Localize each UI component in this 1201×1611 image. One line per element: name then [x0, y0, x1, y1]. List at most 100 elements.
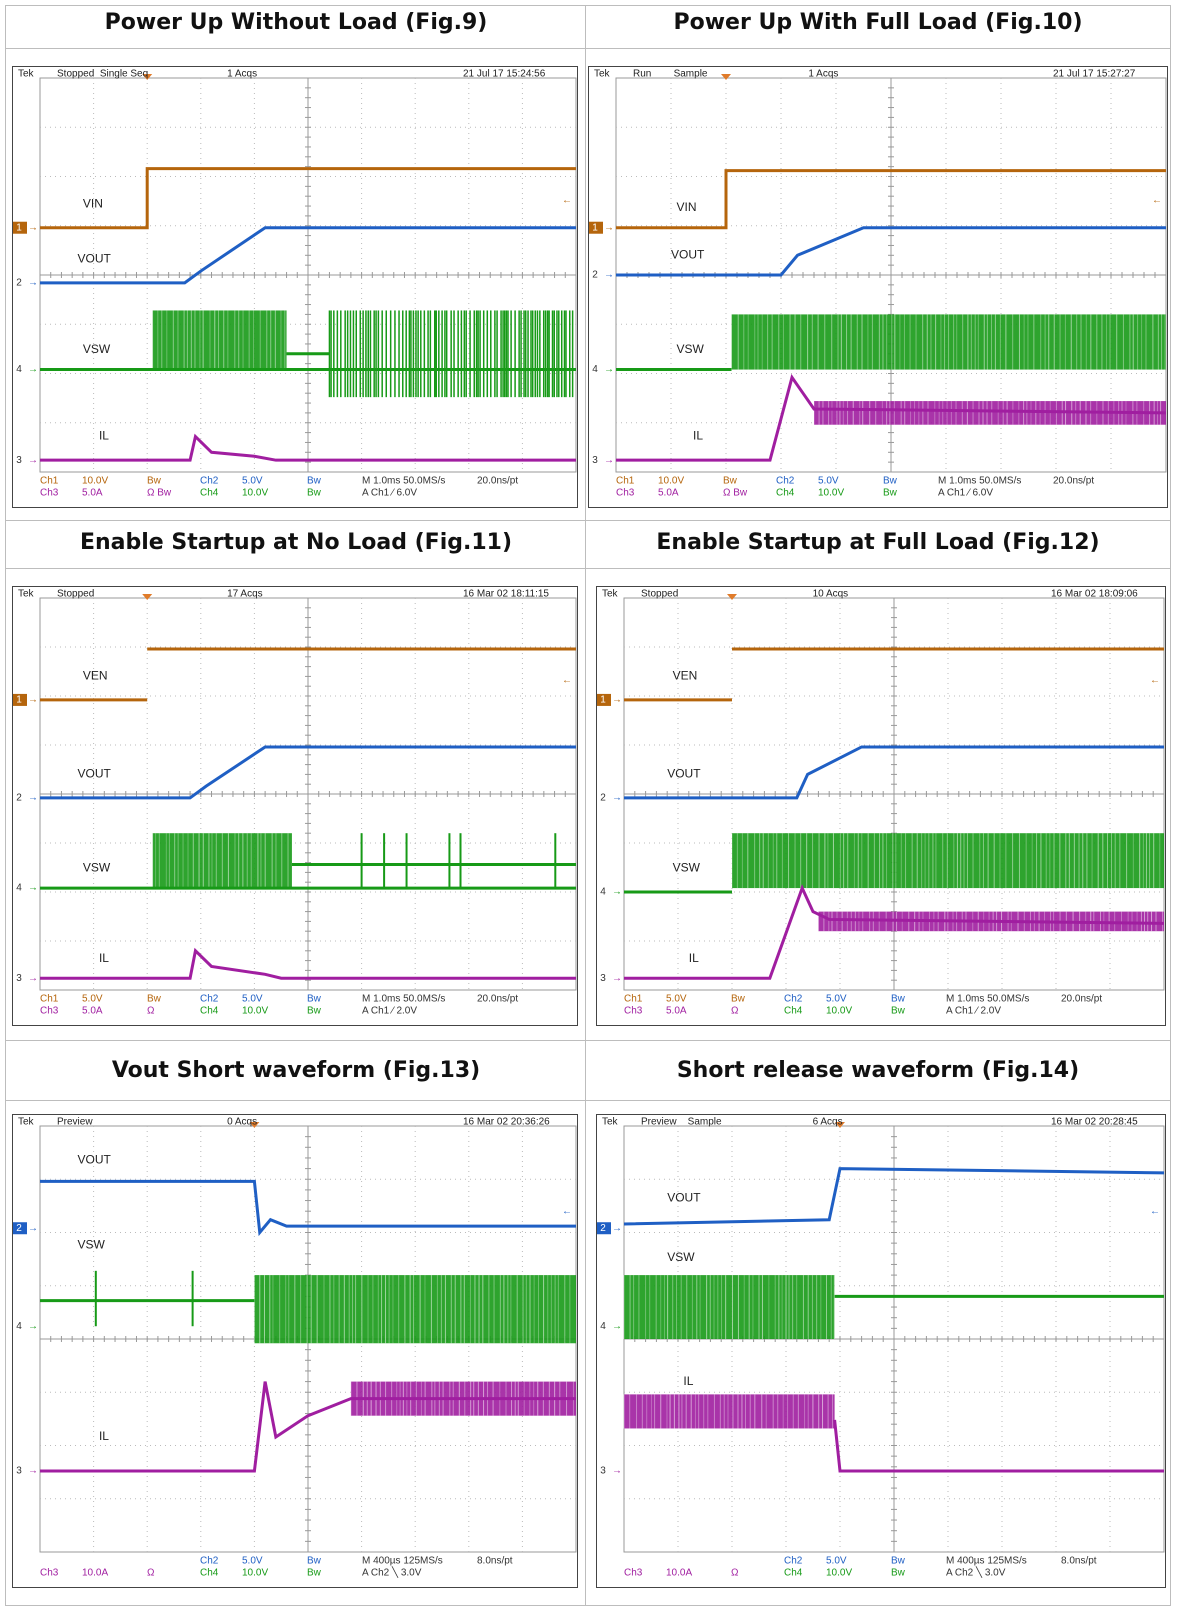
- scope-footer: A Ch2 ╲ 3.0V: [362, 1566, 422, 1579]
- scope-frame: [13, 67, 578, 508]
- scope-footer: A Ch1 ⁄ 2.0V: [946, 1006, 1001, 1017]
- marker-arrow: →: [28, 695, 38, 706]
- scope-header: 21 Jul 17 15:27:27: [1053, 69, 1136, 80]
- channel-marker: 4: [16, 1321, 22, 1332]
- scope-footer: Bw: [147, 476, 162, 487]
- marker-arrow: →: [28, 883, 38, 894]
- channel-label: VIN: [677, 200, 697, 214]
- channel-label: IL: [693, 429, 703, 443]
- marker-arrow: →: [612, 1466, 622, 1477]
- scope-footer: 5.0V: [826, 994, 847, 1005]
- scope-header: Tek: [602, 1117, 619, 1128]
- table-border: [5, 5, 6, 1605]
- channel-label: VSW: [667, 1250, 695, 1264]
- arrow: ←: [1152, 195, 1162, 206]
- scope-footer: Ch1: [40, 994, 59, 1005]
- channel-marker: 4: [592, 364, 598, 375]
- channel-label: VOUT: [671, 247, 705, 261]
- scope-header: Tek: [18, 1117, 35, 1128]
- table-border: [5, 1040, 1171, 1041]
- scope-header: 1 Acqs: [808, 69, 838, 80]
- marker-arrow: →: [612, 793, 622, 804]
- channel-marker: 1: [592, 222, 598, 233]
- channel-marker: 2: [600, 793, 606, 804]
- channel-marker: 3: [600, 973, 606, 984]
- channel-marker: 3: [600, 1466, 606, 1477]
- scope-footer: Ch3: [40, 488, 59, 499]
- arrow: ←: [562, 195, 572, 206]
- scope-footer: Ω Bw: [147, 488, 172, 499]
- channel-marker: 3: [16, 455, 22, 466]
- marker-arrow: →: [604, 364, 614, 375]
- channel-label: VSW: [83, 861, 111, 875]
- waveform-burst: [254, 1275, 576, 1343]
- trigger-marker: [721, 74, 731, 80]
- channel-marker: 3: [16, 973, 22, 984]
- marker-arrow: →: [612, 887, 622, 898]
- scope-header: 0 Acqs: [227, 1117, 257, 1128]
- table-border: [5, 1605, 1171, 1606]
- marker-arrow: →: [28, 973, 38, 984]
- scope-header: Stopped: [57, 589, 94, 600]
- scope-footer: 5.0V: [666, 994, 687, 1005]
- scope-screen: ←1→2→4→3→VENVOUTVSWILTekStopped10 Acqs16…: [596, 586, 1166, 1026]
- marker-arrow: →: [28, 364, 38, 375]
- scope-footer: 10.0A: [82, 1568, 108, 1579]
- scope-header: Stopped: [641, 589, 678, 600]
- scope-footer: Ch2: [200, 476, 219, 487]
- scope-frame: [589, 67, 1168, 508]
- marker-arrow: →: [612, 1223, 622, 1234]
- channel-label: VOUT: [78, 251, 112, 265]
- channel-label: VSW: [78, 1237, 106, 1251]
- scope-header: 16 Mar 02 20:28:45: [1051, 1117, 1138, 1128]
- scope-header: Tek: [594, 69, 611, 80]
- scope-footer: Ω: [147, 1006, 155, 1017]
- marker-arrow: →: [612, 695, 622, 706]
- scope-footer: Bw: [307, 994, 322, 1005]
- scope-footer: Bw: [307, 1568, 322, 1579]
- scope-footer: Ch4: [200, 488, 219, 499]
- scope-footer: Bw: [307, 1006, 322, 1017]
- scope-header: 16 Mar 02 18:09:06: [1051, 589, 1138, 600]
- marker-arrow: →: [28, 455, 38, 466]
- scope-footer: Ch3: [40, 1568, 59, 1579]
- channel-label: VOUT: [78, 767, 112, 781]
- scope-footer: Ch2: [200, 1556, 219, 1567]
- channel-label: VOUT: [667, 767, 701, 781]
- scope-header: Run Sample: [633, 69, 708, 80]
- figure-title: Power Up Without Load (Fig.9): [6, 10, 586, 35]
- marker-arrow: →: [28, 1223, 38, 1234]
- channel-label: VEN: [673, 669, 698, 683]
- marker-arrow: →: [604, 455, 614, 466]
- scope-footer: 20.0ns/pt: [1053, 476, 1094, 487]
- scope-footer: M 400µs 125MS/s: [946, 1556, 1027, 1567]
- scope-footer: Ch2: [784, 994, 803, 1005]
- channel-marker: 2: [600, 1223, 606, 1234]
- scope-footer: Ch1: [624, 994, 643, 1005]
- marker-arrow: →: [604, 222, 614, 233]
- marker-arrow: →: [28, 278, 38, 289]
- scope-screen: ←2→4→3→VOUTVSWILTekPreview0 Acqs16 Mar 0…: [12, 1114, 578, 1588]
- channel-marker: 4: [600, 1321, 606, 1332]
- scope-footer: Ch3: [616, 488, 635, 499]
- channel-marker: 1: [600, 695, 606, 706]
- scope-footer: A Ch1 ⁄ 6.0V: [362, 488, 417, 499]
- scope-footer: A Ch1 ⁄ 6.0V: [938, 488, 993, 499]
- scope-frame: [597, 1115, 1166, 1588]
- scope-footer: 10.0V: [818, 488, 844, 499]
- channel-label: VEN: [83, 669, 108, 683]
- channel-marker: 2: [16, 1223, 22, 1234]
- trigger-marker: [142, 594, 152, 600]
- scope-footer: Bw: [883, 488, 898, 499]
- marker-arrow: →: [28, 1321, 38, 1332]
- scope-footer: Ch1: [616, 476, 635, 487]
- scope-footer: Ch4: [784, 1568, 803, 1579]
- scope-footer: 10.0V: [242, 1006, 268, 1017]
- scope-footer: Ω Bw: [723, 488, 748, 499]
- scope-footer: Ch3: [624, 1006, 643, 1017]
- scope-footer: 10.0V: [826, 1006, 852, 1017]
- scope-footer: 10.0V: [242, 488, 268, 499]
- scope-footer: 8.0ns/pt: [1061, 1556, 1097, 1567]
- channel-label: VIN: [83, 196, 103, 210]
